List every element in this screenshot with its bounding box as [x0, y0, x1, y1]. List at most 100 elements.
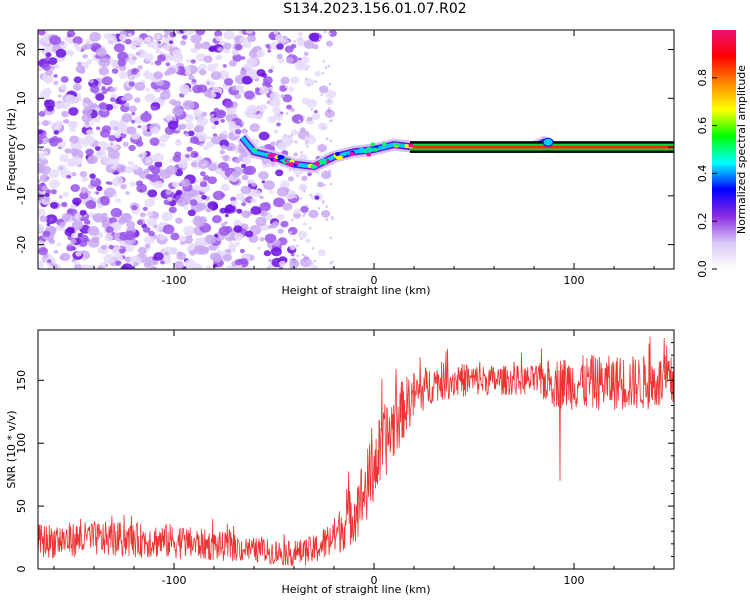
noise-blob	[108, 244, 114, 250]
noise-blob	[167, 120, 179, 130]
noise-blob	[38, 121, 42, 126]
noise-dot	[283, 134, 287, 137]
noise-blob	[108, 135, 116, 142]
noise-dot	[328, 99, 331, 103]
noise-blob	[277, 57, 285, 64]
noise-dot	[308, 134, 312, 138]
noise-blob	[196, 202, 207, 211]
noise-blob	[235, 125, 241, 130]
bottom-y-tick-label: 100	[15, 433, 28, 454]
noise-blob	[66, 226, 75, 234]
noise-blob	[172, 49, 182, 58]
noise-blob	[71, 232, 79, 239]
noise-blob	[282, 202, 293, 211]
colorbar-tick-label: 0.2	[696, 212, 709, 230]
noise-blob	[174, 151, 182, 158]
noise-blob	[39, 154, 46, 160]
noise-blob	[217, 249, 222, 253]
noise-blob	[91, 236, 100, 244]
signal-blob	[321, 160, 327, 165]
noise-blob	[212, 254, 223, 263]
noise-blob	[212, 190, 225, 201]
noise-blob	[100, 87, 108, 95]
noise-blob	[222, 130, 228, 136]
noise-dot	[298, 119, 302, 123]
noise-blob	[194, 245, 206, 255]
noise-blob	[38, 129, 43, 134]
noise-blob	[300, 257, 312, 268]
noise-blob	[318, 122, 328, 131]
noise-blob	[160, 260, 165, 265]
noise-blob	[125, 191, 130, 195]
noise-blob	[133, 97, 141, 103]
noise-blob	[199, 181, 208, 188]
noise-dot	[314, 80, 317, 83]
noise-blob	[300, 205, 309, 213]
noise-dot	[305, 77, 308, 81]
noise-blob	[118, 231, 130, 241]
noise-blob	[96, 126, 100, 130]
noise-blob	[210, 71, 222, 81]
noise-dot	[301, 253, 305, 257]
noise-blob	[76, 61, 82, 66]
noise-blob	[201, 41, 211, 50]
noise-blob	[67, 208, 74, 214]
noise-blob	[121, 96, 126, 101]
noise-blob	[217, 47, 223, 52]
noise-blob	[149, 61, 155, 66]
noise-blob	[153, 180, 164, 189]
noise-blob	[160, 90, 171, 100]
noise-blob	[153, 252, 164, 261]
noise-blob	[241, 56, 246, 60]
noise-blob	[89, 32, 101, 42]
noise-blob	[220, 183, 230, 192]
noise-dot	[303, 254, 307, 258]
noise-blob	[255, 216, 267, 227]
noise-blob	[259, 104, 268, 111]
noise-blob	[189, 199, 198, 206]
noise-dot	[299, 197, 303, 200]
noise-blob	[328, 30, 337, 37]
noise-blob	[87, 226, 100, 236]
spectrogram-plot	[38, 30, 674, 269]
noise-blob	[239, 89, 246, 95]
noise-blob	[187, 209, 196, 217]
noise-dot	[302, 214, 305, 217]
noise-blob	[239, 36, 248, 44]
noise-blob	[255, 87, 260, 92]
noise-blob	[256, 246, 261, 250]
top-y-tick-label: 10	[15, 91, 28, 105]
noise-blob	[185, 58, 191, 63]
noise-blob	[136, 140, 144, 147]
noise-blob	[314, 110, 318, 114]
noise-blob	[69, 135, 79, 144]
noise-blob	[106, 146, 114, 152]
noise-blob	[245, 30, 254, 34]
noise-blob	[38, 138, 43, 145]
noise-blob	[149, 197, 156, 202]
top-y-tick-label: -20	[15, 236, 28, 254]
noise-blob	[63, 119, 70, 124]
noise-blob	[301, 56, 310, 64]
noise-blob	[247, 266, 251, 269]
noise-blob	[128, 144, 136, 152]
noise-blob	[38, 30, 46, 36]
noise-blob	[81, 264, 90, 269]
noise-blob	[275, 169, 284, 177]
noise-blob	[272, 106, 281, 114]
noise-blob	[170, 232, 180, 241]
noise-blob	[111, 68, 119, 74]
noise-blob	[182, 100, 195, 110]
noise-blob	[41, 73, 54, 83]
noise-blob	[169, 31, 177, 38]
noise-blob	[133, 261, 139, 267]
noise-blob	[286, 104, 293, 110]
noise-blob	[213, 107, 219, 112]
noise-blob	[302, 97, 311, 105]
noise-blob	[64, 94, 77, 105]
noise-dot	[321, 72, 325, 75]
noise-blob	[66, 245, 74, 252]
noise-blob	[266, 162, 272, 168]
noise-blob	[222, 64, 227, 68]
noise-blob	[127, 33, 133, 37]
